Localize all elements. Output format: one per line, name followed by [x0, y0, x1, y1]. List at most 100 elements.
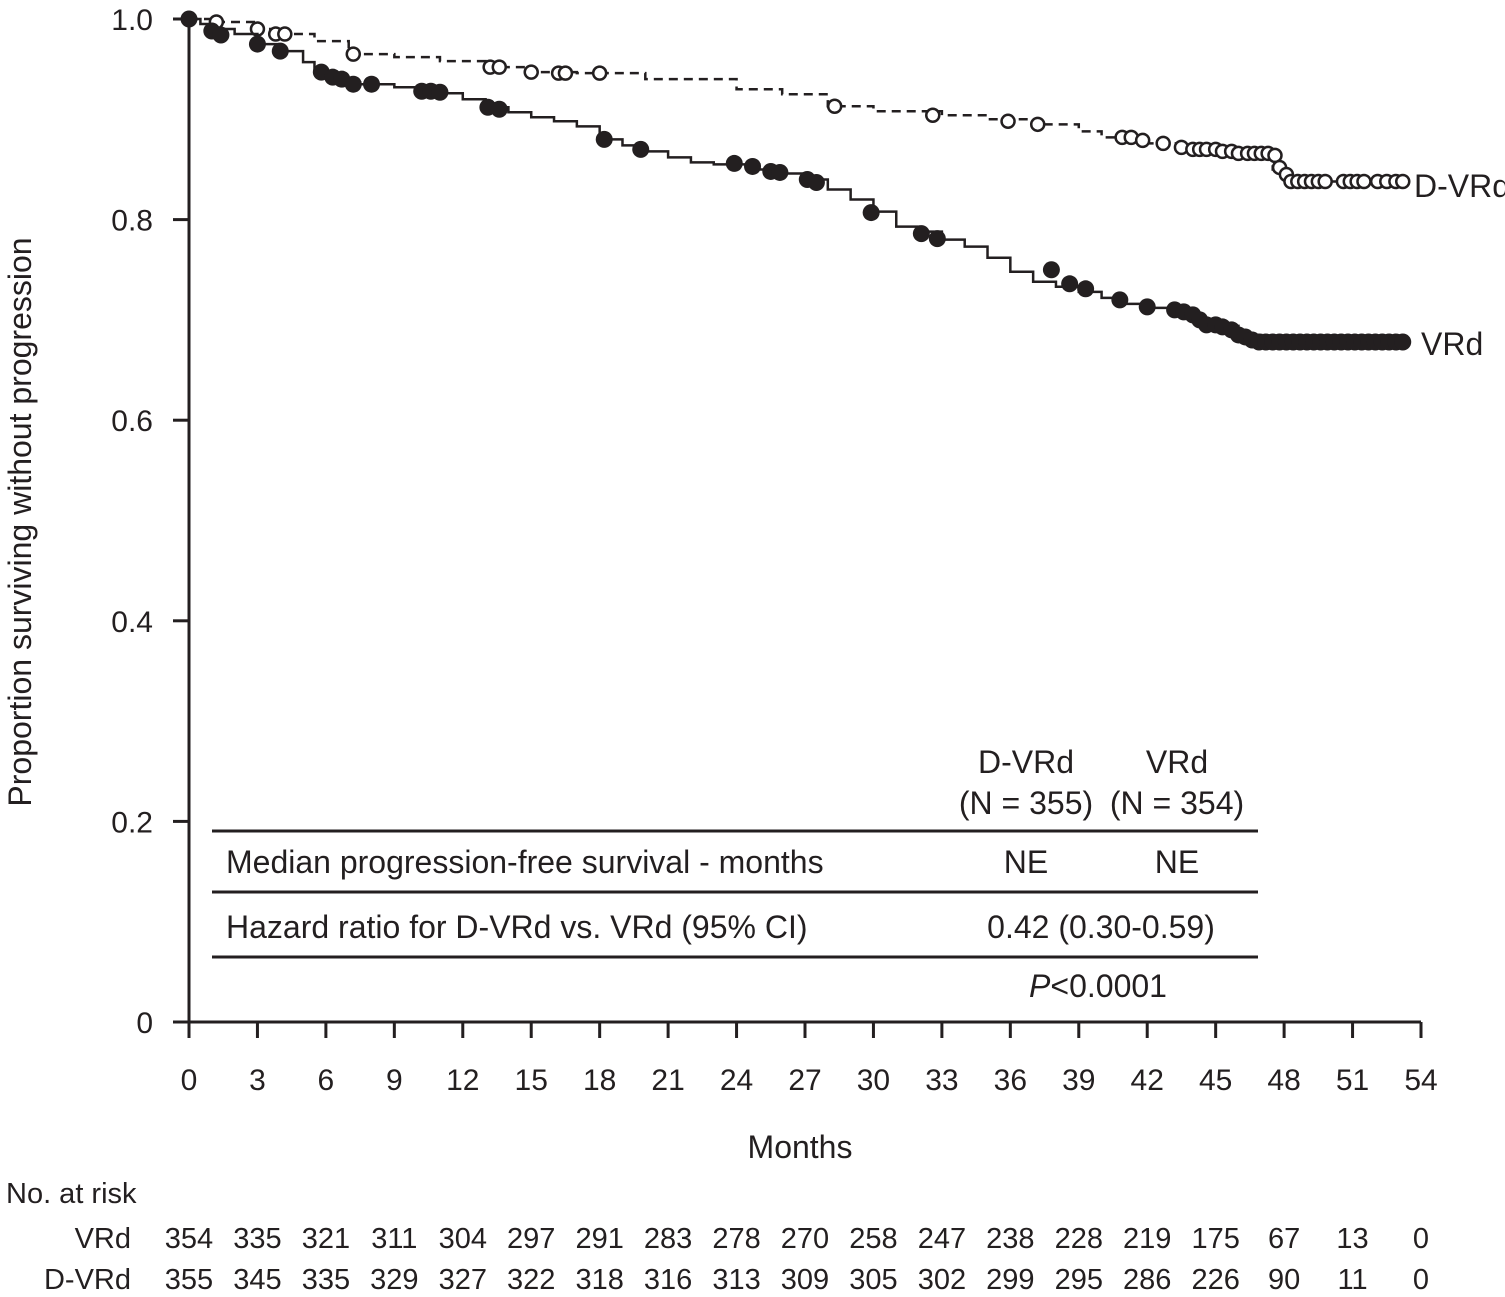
- at-risk-value-d-vrd: 295: [1055, 1264, 1103, 1296]
- x-tick-label: 36: [994, 1064, 1027, 1097]
- table-row2-value: 0.42 (0.30-0.59): [987, 909, 1215, 945]
- at-risk-value-vrd: 175: [1191, 1223, 1239, 1255]
- y-tick-label: 0.2: [111, 806, 153, 839]
- at-risk-value-d-vrd: 318: [575, 1264, 623, 1296]
- at-risk-value-d-vrd: 11: [1338, 1264, 1368, 1296]
- censor-mark-vrd: [912, 225, 930, 243]
- censor-mark-d-vrd: [826, 98, 843, 115]
- at-risk-value-vrd: 238: [986, 1223, 1034, 1255]
- table-header-dvrd: D-VRd: [978, 744, 1074, 780]
- censor-mark-d-vrd: [591, 65, 608, 81]
- censor-mark-d-vrd: [925, 107, 941, 124]
- censor-mark-d-vrd: [491, 59, 508, 75]
- censor-mark-vrd: [632, 140, 650, 158]
- censor-mark-vrd: [1042, 261, 1060, 279]
- censor-mark-d-vrd: [523, 64, 539, 80]
- at-risk-value-vrd: 219: [1123, 1223, 1171, 1255]
- at-risk-value-d-vrd: 226: [1191, 1264, 1239, 1296]
- x-tick-label: 12: [446, 1064, 479, 1097]
- censor-mark-vrd: [725, 154, 743, 172]
- table-p-value: P<0.0001: [1029, 968, 1167, 1004]
- at-risk-value-vrd: 304: [439, 1223, 487, 1255]
- censor-mark-vrd: [595, 130, 613, 148]
- censor-mark-vrd: [1394, 333, 1412, 351]
- at-risk-value-d-vrd: 335: [302, 1264, 350, 1296]
- at-risk-value-d-vrd: 327: [439, 1264, 487, 1296]
- censor-mark-d-vrd: [1134, 132, 1151, 149]
- table-row1-vrd: NE: [1155, 844, 1199, 880]
- censor-mark-vrd: [490, 100, 508, 118]
- censor-mark-d-vrd: [1155, 135, 1171, 152]
- at-risk-value-d-vrd: 90: [1268, 1264, 1300, 1296]
- table-row1-label: Median progression-free survival - month…: [226, 844, 824, 880]
- censor-mark-vrd: [744, 157, 762, 175]
- x-tick-label: 3: [249, 1064, 266, 1097]
- x-tick-label: 0: [181, 1064, 198, 1097]
- y-tick-label: 0.4: [111, 606, 153, 639]
- at-risk-value-vrd: 258: [849, 1223, 897, 1255]
- censor-mark-vrd: [1138, 298, 1156, 316]
- table-row2-label: Hazard ratio for D-VRd vs. VRd (95% CI): [226, 909, 808, 945]
- y-ticks: 0 0.2 0.4 0.6 0.8 1.0: [111, 4, 189, 1040]
- censor-mark-d-vrd: [1317, 173, 1333, 190]
- series-label-vrd: VRd: [1421, 326, 1483, 362]
- y-tick-label: 1.0: [111, 4, 153, 37]
- censor-mark-d-vrd: [1356, 173, 1372, 190]
- x-tick-label: 39: [1062, 1064, 1095, 1097]
- x-tick-label: 15: [515, 1064, 548, 1097]
- at-risk-value-vrd: 228: [1055, 1223, 1103, 1255]
- censor-mark-vrd: [1077, 280, 1095, 298]
- x-tick-label: 21: [651, 1064, 684, 1097]
- at-risk-value-d-vrd: 305: [849, 1264, 897, 1296]
- at-risk-value-vrd: 270: [781, 1223, 829, 1255]
- censor-mark-d-vrd: [345, 46, 362, 62]
- x-ticks: 0 3 6 9 12 15 18 21 24 27 30 33 36 39 42 45 48 51 54: [181, 1022, 1438, 1097]
- censor-mark-d-vrd: [277, 26, 293, 42]
- inset-table: D-VRd (N = 355) VRd (N = 354) Median pro…: [212, 744, 1258, 1004]
- at-risk-row-label-vrd: VRd: [75, 1223, 131, 1255]
- series-label-dvrd: D-VRd: [1414, 168, 1505, 204]
- at-risk-value-vrd: 247: [918, 1223, 966, 1255]
- at-risk-values: 354 335 321 311 304 297 291 283 278 270 258 247 238 2…: [165, 1223, 1429, 1296]
- at-risk-value-d-vrd: 0: [1413, 1264, 1429, 1296]
- at-risk-value-vrd: 0: [1413, 1223, 1429, 1255]
- at-risk-value-d-vrd: 355: [165, 1264, 213, 1296]
- y-tick-label: 0.6: [111, 405, 153, 438]
- censor-mark-vrd: [248, 35, 266, 53]
- censor-mark-vrd: [363, 75, 381, 93]
- x-tick-label: 9: [386, 1064, 403, 1097]
- x-tick-label: 45: [1199, 1064, 1232, 1097]
- censor-mark-vrd: [771, 163, 789, 181]
- curve-vrd: [189, 17, 1399, 344]
- at-risk-value-vrd: 291: [575, 1223, 623, 1255]
- censor-mark-vrd: [1111, 291, 1129, 309]
- x-tick-label: 30: [857, 1064, 890, 1097]
- x-tick-label: 6: [318, 1064, 335, 1097]
- at-risk-value-vrd: 354: [165, 1223, 213, 1255]
- p-italic: P: [1029, 968, 1051, 1004]
- x-tick-label: 42: [1131, 1064, 1164, 1097]
- x-axis-title: Months: [748, 1129, 853, 1165]
- y-tick-label: 0.8: [111, 205, 153, 238]
- at-risk-value-d-vrd: 313: [712, 1264, 760, 1296]
- at-risk-value-vrd: 278: [712, 1223, 760, 1255]
- table-header-vrd-n: (N = 354): [1110, 785, 1244, 821]
- at-risk-value-d-vrd: 299: [986, 1264, 1034, 1296]
- at-risk-value-d-vrd: 345: [233, 1264, 281, 1296]
- table-header-dvrd-n: (N = 355): [959, 785, 1093, 821]
- x-tick-label: 54: [1404, 1064, 1437, 1097]
- survival-curves: [180, 10, 1412, 351]
- curve-d-vrd: [189, 17, 1399, 183]
- y-tick-label: 0: [136, 1007, 153, 1040]
- censor-mark-vrd: [344, 75, 362, 93]
- censor-mark-d-vrd: [1394, 173, 1411, 190]
- censor-mark-vrd: [1061, 275, 1079, 293]
- at-risk-value-vrd: 311: [371, 1223, 417, 1255]
- x-tick-label: 51: [1336, 1064, 1369, 1097]
- censor-mark-vrd: [928, 230, 946, 248]
- x-tick-label: 24: [720, 1064, 753, 1097]
- censor-mark-vrd: [271, 42, 289, 60]
- at-risk-value-vrd: 13: [1336, 1223, 1368, 1255]
- at-risk-value-d-vrd: 316: [644, 1264, 692, 1296]
